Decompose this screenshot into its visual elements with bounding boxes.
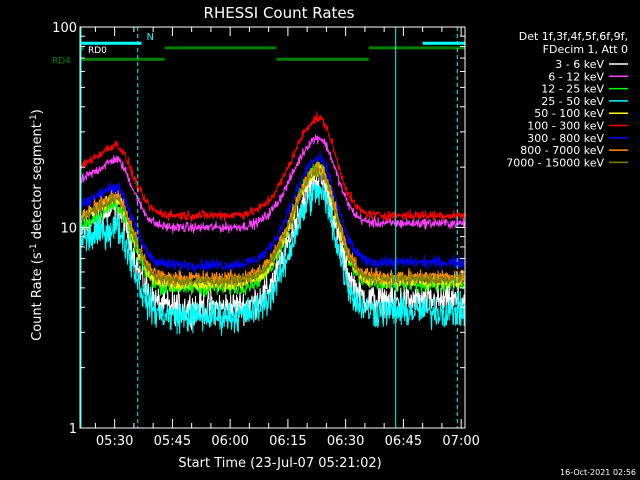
series-line-9 (79, 166, 466, 289)
night-annotation: N (146, 32, 153, 43)
y-tick-label: 10 (60, 222, 77, 237)
legend-entry-label: 100 - 300 keV (527, 120, 604, 133)
legend-header-line: FDecim 1, Att 0 (543, 43, 628, 56)
x-tick-label: 05:30 (96, 434, 133, 449)
legend-entry-label: 800 - 7000 keV (520, 144, 604, 157)
legend: Det 1f,3f,4f,5f,6f,9f,FDecim 1, Att 0 3 -… (506, 30, 628, 169)
series-line-7 (79, 151, 466, 273)
legend-header-line: Det 1f,3f,4f,5f,6f,9f, (519, 30, 628, 43)
footer-timestamp: 16-Oct-2021 02:56 (560, 468, 636, 477)
legend-entry-label: 3 - 6 keV (555, 58, 604, 71)
series-line-6 (79, 111, 466, 222)
plot-area: RD0 RD4 N (52, 27, 466, 428)
x-tick-label: 06:15 (269, 434, 306, 449)
x-tick-label: 06:45 (385, 434, 422, 449)
x-axis-label: Start Time (23-Jul-07 05:21:02) (178, 456, 381, 471)
axes: 1 10 100 05:30 05:45 06:00 06:15 06:30 06:45 07:0… (52, 21, 480, 449)
state-label-rd0: RD0 (88, 46, 107, 56)
legend-entry-label: 12 - 25 keV (541, 83, 604, 96)
series-line-3 (79, 161, 466, 298)
state-label-rd4: RD4 (52, 56, 71, 66)
y-axis-label: Count Rate (s-1 detector segment-1) (29, 109, 45, 341)
legend-entry-label: 300 - 800 keV (527, 132, 604, 145)
state-marker (81, 47, 84, 51)
legend-entry-label: 7000 - 15000 keV (506, 156, 604, 169)
x-tick-label: 06:00 (211, 434, 248, 449)
y-tick-label: 100 (52, 21, 77, 36)
series-line-1 (79, 164, 466, 331)
y-tick-label: 1 (69, 422, 77, 437)
x-tick-label: 06:30 (327, 434, 364, 449)
x-tick-label: 05:45 (154, 434, 191, 449)
legend-entry-label: 50 - 100 keV (534, 107, 604, 120)
legend-entry-label: 6 - 12 keV (548, 70, 604, 83)
x-tick-label: 07:00 (442, 434, 479, 449)
chart-title: RHESSI Count Rates (204, 4, 355, 22)
series-line-4 (79, 181, 466, 336)
series-line-2 (79, 134, 466, 234)
legend-entry-label: 25 - 50 keV (541, 95, 604, 108)
